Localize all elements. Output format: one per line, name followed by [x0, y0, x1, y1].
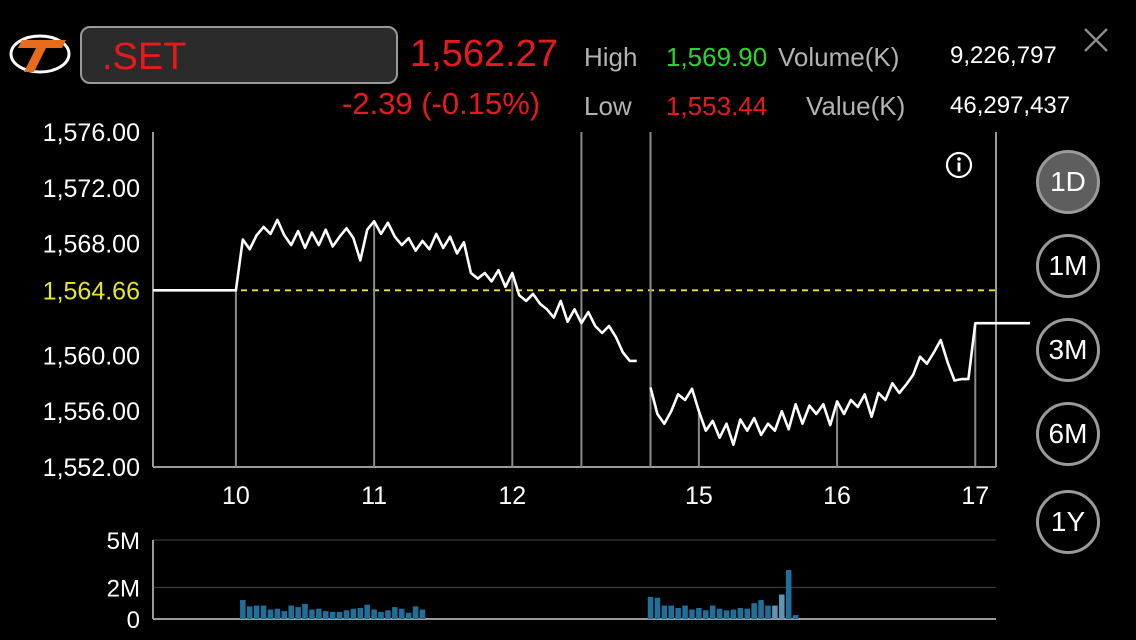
- volume-bar: [385, 610, 391, 619]
- y-tick-label: 1,552.00: [43, 454, 140, 482]
- volume-bar: [274, 608, 281, 619]
- range-button-1m[interactable]: 1M: [1036, 234, 1100, 298]
- x-tick-label: 10: [222, 482, 250, 510]
- volume-tick-label: 5M: [107, 528, 140, 555]
- volume-bar: [682, 605, 688, 619]
- brand-logo-icon: [9, 34, 71, 74]
- close-icon[interactable]: [1082, 26, 1110, 54]
- volume-bar: [779, 594, 785, 619]
- volume-bar: [751, 603, 757, 619]
- x-tick-label: 11: [361, 482, 387, 510]
- price-line: [153, 218, 637, 363]
- x-tick-label: 16: [823, 482, 851, 510]
- volume-bar: [329, 611, 336, 619]
- last-price: 1,562.27: [410, 33, 558, 75]
- volume-bar: [246, 606, 253, 619]
- info-icon[interactable]: [944, 150, 974, 180]
- volume-bar: [647, 596, 654, 619]
- volume-bar: [654, 597, 661, 619]
- y-tick-label: 1,560.00: [43, 342, 140, 370]
- volume-bar: [316, 608, 322, 619]
- volume-bar: [668, 605, 675, 619]
- x-tick-label: 17: [961, 482, 989, 510]
- volume-bar: [253, 605, 260, 619]
- volume-bar: [758, 600, 764, 619]
- volume-bar: [343, 610, 350, 619]
- y-tick-label: 1,572.00: [43, 175, 140, 203]
- volume-bar: [419, 609, 426, 619]
- volume-bar: [398, 608, 405, 619]
- volume-bar: [675, 607, 681, 619]
- range-button-1d[interactable]: 1D: [1036, 150, 1100, 214]
- volume-bar: [350, 608, 357, 619]
- volume-bar: [371, 609, 377, 619]
- volume-bar: [295, 607, 301, 619]
- symbol-search-field[interactable]: .SET: [80, 26, 398, 84]
- volume-bar: [288, 605, 294, 619]
- symbol-text: .SET: [102, 36, 187, 78]
- x-tick-label: 12: [498, 482, 526, 510]
- volume-bar: [709, 605, 716, 619]
- volume-bar: [392, 607, 398, 619]
- price-change: -2.39 (-0.15%): [342, 86, 541, 121]
- volume-bar: [412, 606, 419, 619]
- volume-bar: [785, 570, 792, 619]
- volume-bar: [689, 609, 695, 619]
- volume-bar: [336, 611, 343, 619]
- volume-bar: [281, 611, 288, 619]
- volume-bar: [322, 611, 329, 619]
- y-tick-label: 1,556.00: [43, 398, 140, 426]
- low-value: 1,553.44: [666, 91, 768, 121]
- volume-bar: [309, 609, 315, 619]
- volume-bar: [744, 608, 751, 619]
- high-value: 1,569.90: [666, 42, 768, 72]
- volume-bar: [364, 604, 370, 619]
- volume-bar: [703, 610, 709, 619]
- range-button-1y[interactable]: 1Y: [1036, 490, 1100, 554]
- value-value: 46,297,437: [950, 92, 1071, 119]
- volume-bar: [661, 605, 668, 619]
- y-tick-label: 1,568.00: [43, 231, 140, 259]
- volume-tick-label: 2M: [107, 575, 140, 602]
- volume-bar: [792, 615, 799, 619]
- high-label: High: [584, 42, 638, 72]
- volume-bar: [765, 605, 771, 619]
- volume-bar: [696, 607, 702, 619]
- volume-bar: [723, 610, 730, 619]
- value-label: Value(K): [806, 91, 906, 121]
- volume-bar: [730, 609, 737, 619]
- x-tick-label: 15: [685, 482, 713, 510]
- low-label: Low: [584, 91, 632, 121]
- volume-value: 9,226,797: [950, 42, 1057, 69]
- volume-bar: [716, 608, 723, 619]
- volume-bar: [378, 611, 384, 619]
- range-button-6m[interactable]: 6M: [1036, 402, 1100, 466]
- volume-tick-label: 0: [127, 607, 140, 634]
- y-tick-label: 1,576.00: [43, 119, 140, 147]
- reference-price-label: 1,564.66: [43, 277, 140, 305]
- volume-bar: [357, 607, 364, 619]
- volume-label: Volume(K): [778, 42, 900, 72]
- volume-bar: [240, 600, 246, 619]
- volume-bar: [267, 609, 274, 619]
- price-line: [649, 321, 1030, 447]
- price-chart: 1,576.00 1,572.00 1,568.00 1,560.00 1,556.00…: [43, 119, 1030, 634]
- volume-bar: [260, 605, 267, 619]
- volume-bar: [737, 607, 744, 619]
- volume-bar: [405, 612, 412, 619]
- range-button-3m[interactable]: 3M: [1036, 318, 1100, 382]
- volume-bar: [302, 603, 308, 619]
- volume-bar: [772, 605, 778, 619]
